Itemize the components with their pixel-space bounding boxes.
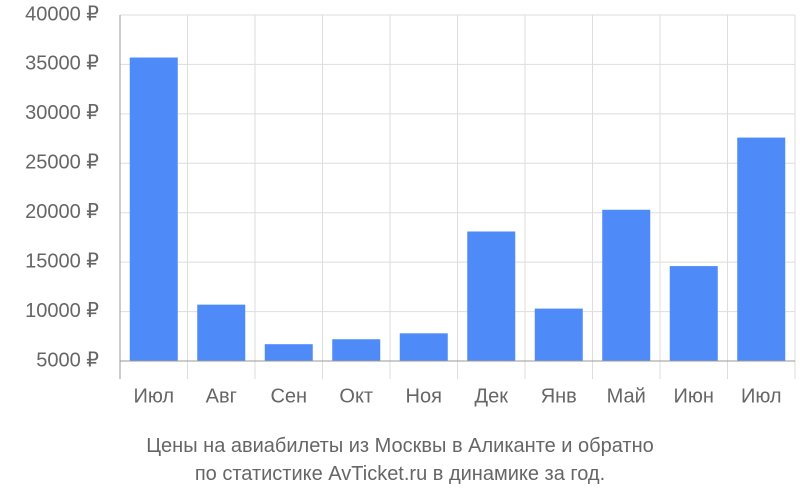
x-tick-label: Окт	[339, 385, 373, 407]
y-tick-label: 5000 ₽	[36, 349, 99, 371]
bar	[602, 209, 651, 361]
y-tick-label: 30000 ₽	[25, 102, 99, 124]
bar	[669, 266, 718, 361]
x-tick-label: Июл	[133, 385, 174, 407]
x-tick-label: Дек	[475, 385, 509, 407]
chart-caption-line-2: по статистике AvTicket.ru в динамике за …	[194, 463, 606, 485]
y-tick-label: 35000 ₽	[25, 53, 99, 75]
axes	[119, 15, 795, 379]
y-tick-label: 15000 ₽	[25, 250, 99, 272]
bar	[129, 57, 178, 361]
x-tick-label: Ноя	[406, 385, 442, 407]
bar	[737, 137, 786, 361]
x-tick-label: Июл	[741, 385, 782, 407]
bar	[332, 339, 381, 361]
y-tick-label: 20000 ₽	[25, 201, 99, 223]
y-tick-label: 25000 ₽	[25, 152, 99, 174]
x-tick-labels: Июл Авг Сен Окт Ноя Дек Янв Май Июн Июл	[133, 385, 781, 407]
bar	[534, 308, 583, 361]
x-tick-label: Сен	[270, 385, 307, 407]
x-tick-label: Май	[607, 385, 646, 407]
bars	[129, 57, 786, 361]
x-tick-label: Авг	[206, 385, 237, 407]
y-tick-label: 10000 ₽	[25, 300, 99, 322]
chart-caption-line-1: Цены на авиабилеты из Москвы в Аликанте …	[146, 435, 654, 457]
bar	[264, 344, 313, 361]
bar	[197, 304, 246, 361]
bar	[399, 333, 448, 361]
y-tick-label: 40000 ₽	[25, 3, 99, 25]
x-tick-label: Янв	[541, 385, 577, 407]
x-tick-label: Июн	[674, 385, 714, 407]
grid-lines	[120, 14, 796, 379]
y-tick-labels: 5000 ₽ 10000 ₽ 15000 ₽ 20000 ₽ 25000 ₽ 30000 …	[25, 3, 99, 371]
bar	[467, 231, 516, 361]
